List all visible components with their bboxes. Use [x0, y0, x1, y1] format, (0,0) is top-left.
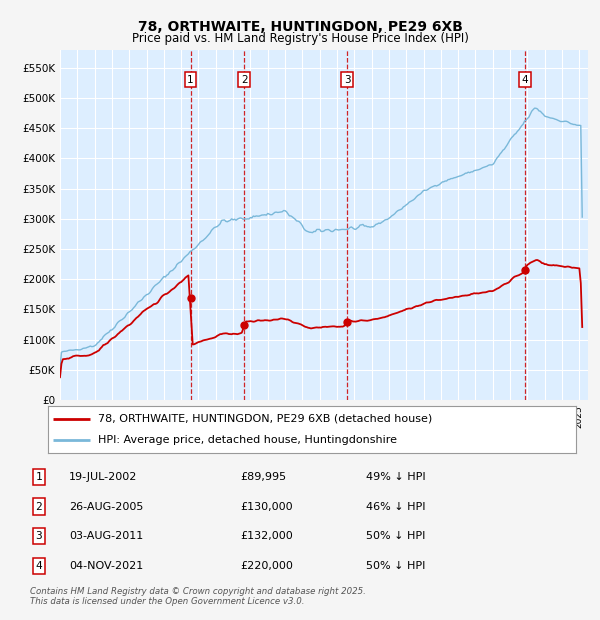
Text: 04-NOV-2021: 04-NOV-2021 [69, 561, 143, 571]
Text: 2: 2 [241, 75, 248, 85]
Text: 3: 3 [35, 531, 43, 541]
Text: 50% ↓ HPI: 50% ↓ HPI [366, 561, 425, 571]
Text: Price paid vs. HM Land Registry's House Price Index (HPI): Price paid vs. HM Land Registry's House … [131, 32, 469, 45]
Text: 4: 4 [35, 561, 43, 571]
Text: Contains HM Land Registry data © Crown copyright and database right 2025.
This d: Contains HM Land Registry data © Crown c… [30, 587, 366, 606]
Text: 78, ORTHWAITE, HUNTINGDON, PE29 6XB (detached house): 78, ORTHWAITE, HUNTINGDON, PE29 6XB (det… [98, 414, 433, 423]
Text: 2: 2 [35, 502, 43, 512]
Text: 26-AUG-2005: 26-AUG-2005 [69, 502, 143, 512]
Text: 1: 1 [187, 75, 194, 85]
Text: 78, ORTHWAITE, HUNTINGDON, PE29 6XB: 78, ORTHWAITE, HUNTINGDON, PE29 6XB [137, 20, 463, 34]
Text: 49% ↓ HPI: 49% ↓ HPI [366, 472, 425, 482]
Text: 19-JUL-2002: 19-JUL-2002 [69, 472, 137, 482]
Text: 03-AUG-2011: 03-AUG-2011 [69, 531, 143, 541]
Text: 3: 3 [344, 75, 350, 85]
Text: £89,995: £89,995 [240, 472, 286, 482]
Text: £220,000: £220,000 [240, 561, 293, 571]
Text: 4: 4 [521, 75, 528, 85]
Text: 50% ↓ HPI: 50% ↓ HPI [366, 531, 425, 541]
Text: 46% ↓ HPI: 46% ↓ HPI [366, 502, 425, 512]
Text: £132,000: £132,000 [240, 531, 293, 541]
Text: HPI: Average price, detached house, Huntingdonshire: HPI: Average price, detached house, Hunt… [98, 435, 397, 445]
Text: £130,000: £130,000 [240, 502, 293, 512]
Text: 1: 1 [35, 472, 43, 482]
